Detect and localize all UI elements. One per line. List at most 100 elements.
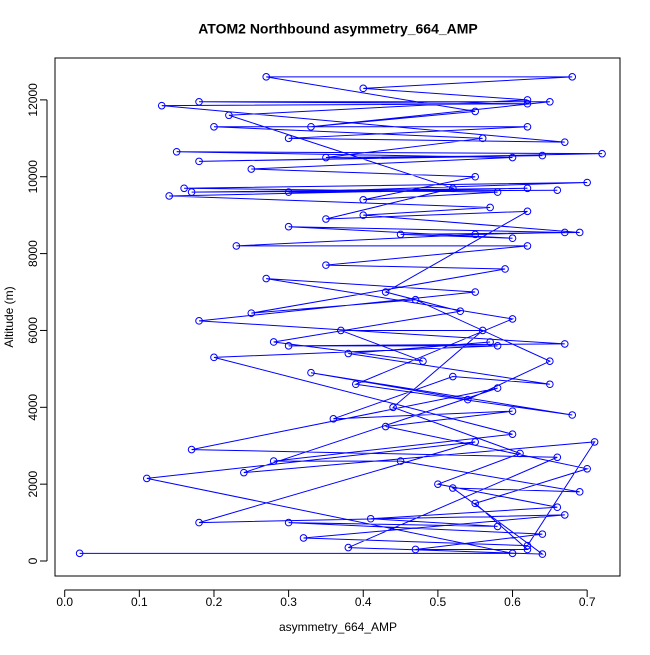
y-tick-label: 10000 (26, 160, 40, 194)
point (322, 153, 330, 162)
point (471, 172, 480, 181)
point (523, 541, 532, 550)
point (180, 184, 188, 193)
point (449, 484, 457, 492)
point (493, 342, 502, 350)
y-tick-label: 0 (26, 557, 40, 564)
point (538, 550, 547, 558)
point (523, 99, 532, 108)
point (284, 342, 293, 350)
point (553, 186, 562, 194)
point (471, 499, 480, 508)
point (449, 184, 457, 193)
point (299, 534, 308, 542)
point (381, 288, 390, 296)
point (396, 230, 405, 239)
x-tick-label: 0.0 (56, 595, 73, 609)
x-tick-label: 0.5 (430, 595, 447, 609)
point (493, 522, 502, 531)
point (590, 438, 599, 446)
y-axis-label: Altitude (m) (2, 286, 16, 347)
point (247, 309, 256, 317)
point (344, 349, 353, 358)
point (322, 215, 330, 223)
y-tick-label: 2000 (26, 470, 40, 497)
point (359, 211, 368, 219)
point (344, 543, 353, 552)
point (546, 357, 554, 365)
x-axis-label: asymmetry_664_AMP (279, 620, 397, 634)
point (284, 222, 293, 231)
point (143, 474, 151, 483)
point (568, 73, 577, 81)
point (337, 326, 345, 335)
point (456, 307, 465, 316)
point (389, 403, 397, 412)
point (351, 380, 360, 389)
point (172, 147, 181, 156)
point (523, 545, 532, 554)
x-tick-label: 0.4 (355, 595, 372, 609)
point (493, 384, 502, 392)
point (471, 288, 480, 296)
plot-frame (54, 57, 621, 577)
point (210, 353, 218, 362)
x-tick-label: 0.3 (280, 595, 297, 609)
y-tick-label: 12000 (26, 83, 40, 117)
point (583, 178, 591, 187)
point (240, 468, 248, 477)
point (486, 338, 494, 346)
point (560, 340, 569, 348)
point (322, 261, 330, 269)
point (598, 149, 606, 158)
point (381, 422, 390, 431)
point (307, 122, 315, 131)
point (232, 242, 241, 250)
point (284, 188, 293, 196)
point (396, 457, 405, 465)
point (508, 153, 517, 162)
point (575, 488, 584, 496)
y-tick-label: 8000 (26, 240, 40, 267)
point (284, 134, 293, 143)
point (493, 188, 502, 196)
point (523, 207, 532, 216)
point (508, 549, 517, 558)
point (508, 407, 517, 415)
point (165, 192, 173, 200)
point (471, 438, 480, 446)
point (501, 265, 509, 273)
point (195, 157, 203, 166)
point (486, 203, 494, 212)
x-tick-label: 0.1 (131, 595, 148, 609)
point (225, 111, 233, 120)
point (508, 315, 517, 323)
point (523, 96, 532, 104)
point (449, 372, 457, 381)
point (575, 228, 584, 237)
point (538, 530, 547, 538)
point (516, 449, 524, 458)
point (75, 549, 84, 558)
point (471, 230, 480, 239)
y-tick-label: 6000 (26, 317, 40, 344)
point (210, 122, 218, 131)
series-line (79, 76, 603, 555)
x-tick-label: 0.7 (579, 595, 596, 609)
point (187, 188, 196, 196)
point (195, 98, 203, 106)
point (359, 195, 368, 204)
point (538, 151, 547, 160)
x-tick-label: 0.2 (206, 595, 223, 609)
point (359, 84, 368, 93)
point (560, 228, 569, 237)
point (560, 511, 569, 519)
point (583, 464, 591, 473)
point (434, 480, 442, 488)
point (523, 184, 532, 193)
point (523, 242, 532, 250)
point (284, 518, 293, 527)
point (262, 274, 271, 283)
